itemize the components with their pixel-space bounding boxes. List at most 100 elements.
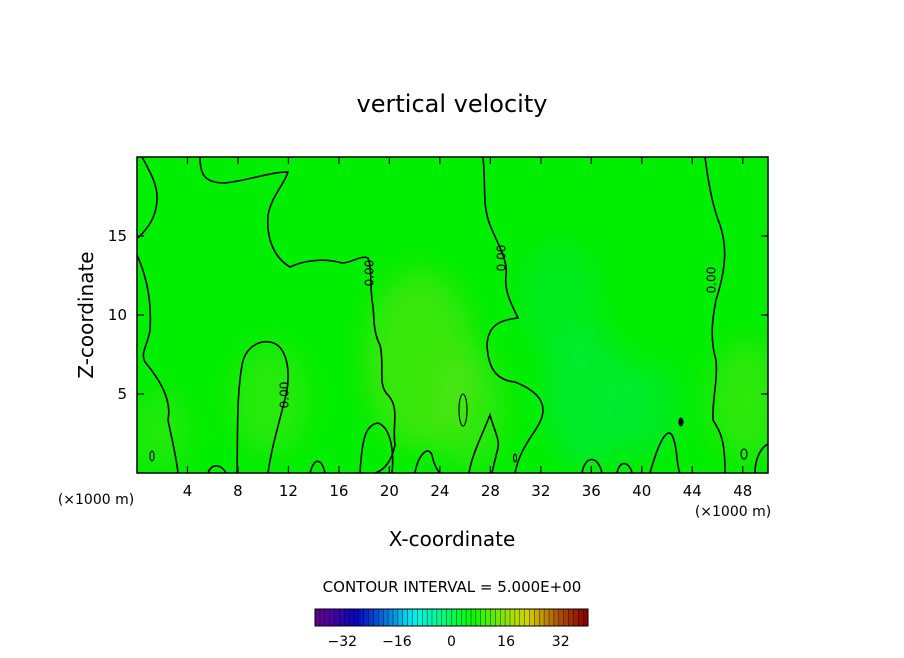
- contour-line: [482, 157, 544, 473]
- colorbar-cell: [490, 609, 496, 626]
- contour-line: [359, 422, 394, 473]
- contour-line: [137, 157, 158, 239]
- colorbar: [314, 608, 589, 627]
- colorbar-cell: [334, 609, 340, 626]
- closed-contour: [740, 448, 748, 460]
- x-tick-label: 44: [683, 482, 702, 500]
- colorbar-cell: [417, 609, 423, 626]
- contour-line: [754, 443, 768, 473]
- x-tick-label: 16: [329, 482, 348, 500]
- colorbar-cell: [324, 609, 331, 626]
- colorbar-cell: [568, 609, 574, 626]
- colorbar-tick-label: 0: [447, 634, 456, 650]
- colorbar-cell: [383, 609, 389, 626]
- colorbar-tick-label: −32: [328, 634, 358, 650]
- colorbar-cell: [368, 609, 374, 626]
- colorbar-cell: [373, 609, 379, 626]
- colorbar-tick-label: 32: [552, 634, 570, 650]
- contour-line: [704, 157, 726, 473]
- contour-label: 0.00: [278, 382, 292, 409]
- contour-line: [207, 465, 227, 473]
- colorbar-cell: [393, 609, 399, 626]
- colorbar-cell: [471, 609, 477, 626]
- colorbar-cell: [407, 609, 413, 626]
- chart-title: vertical velocity: [357, 90, 548, 118]
- colorbar-cell: [329, 609, 335, 626]
- colorbar-cell: [519, 609, 526, 626]
- colorbar-cell: [534, 609, 540, 626]
- contour-line: [137, 254, 179, 473]
- x-tick-label: 8: [233, 482, 243, 500]
- colorbar-cell: [339, 609, 345, 626]
- contour-labels: 0.00 0.00 0.00 0.00: [278, 245, 719, 409]
- colorbar-cell: [544, 609, 550, 626]
- colorbar-cell: [344, 609, 350, 626]
- y-tick-label: 5: [117, 385, 127, 403]
- colorbar-cell: [549, 609, 555, 626]
- colorbar-cell: [412, 609, 418, 626]
- colorbar-cell: [563, 609, 569, 626]
- contour-lines: [137, 157, 768, 473]
- contour-line: [649, 432, 681, 473]
- closed-contour: [678, 417, 684, 427]
- colorbar-cell: [578, 609, 584, 626]
- colorbar-cell: [436, 609, 443, 626]
- colorbar-cell: [378, 609, 384, 626]
- colorbar-cell: [514, 609, 521, 626]
- colorbar-cell: [461, 609, 467, 626]
- x-tick-label: 24: [430, 482, 449, 500]
- contour-interval-label: CONTOUR INTERVAL = 5.000E+00: [323, 578, 582, 596]
- colorbar-cell: [456, 609, 462, 626]
- plot-area: 0.00 0.00 0.00 0.00: [136, 156, 769, 474]
- colorbar-ticks: −32 −16 0 16 32: [328, 634, 570, 650]
- contour-label: 0.00: [495, 245, 509, 272]
- colorbar-cell: [319, 609, 326, 626]
- contour-line: [581, 458, 603, 473]
- x-axis-label: X-coordinate: [389, 527, 516, 551]
- colorbar-cell: [529, 609, 535, 626]
- contour-line: [468, 412, 500, 473]
- colorbar-cell: [358, 609, 365, 626]
- colorbar-cell: [495, 609, 501, 626]
- x-tick-label: 32: [531, 482, 550, 500]
- closed-contour: [149, 450, 155, 462]
- x-tick-label: 48: [733, 482, 752, 500]
- x-left-unit-label: (×1000 m): [58, 492, 134, 508]
- colorbar-cell: [422, 609, 428, 626]
- contour-line: [236, 340, 289, 473]
- colorbar-cell: [583, 609, 589, 626]
- closed-contours: [149, 393, 748, 463]
- colorbar-cell: [573, 609, 579, 626]
- colorbar-cell: [432, 609, 438, 626]
- colorbar-cell: [315, 609, 321, 626]
- contour-label: 0.00: [363, 260, 377, 287]
- colorbar-cell: [500, 609, 506, 626]
- x-right-unit-label: (×1000 m): [695, 504, 771, 520]
- colorbar-cell: [451, 609, 457, 626]
- x-tick-label: 20: [380, 482, 399, 500]
- colorbar-cell: [349, 609, 355, 626]
- colorbar-cell: [553, 609, 560, 626]
- field-shading: [137, 240, 768, 470]
- x-tick-label: 28: [481, 482, 500, 500]
- colorbar-cell: [363, 609, 370, 626]
- colorbar-cell: [475, 609, 482, 626]
- colorbar-tick-label: −16: [382, 634, 412, 650]
- x-tick-label: 36: [582, 482, 601, 500]
- colorbar-cell: [466, 609, 472, 626]
- y-axis-ticks: 5 10 15: [108, 227, 768, 403]
- contour-line: [309, 460, 326, 473]
- colorbar-cell: [427, 609, 433, 626]
- colorbar-cell: [539, 609, 545, 626]
- colorbar-frame: [314, 608, 589, 627]
- colorbar-cell: [505, 609, 511, 626]
- colorbar-tick-label: 16: [497, 634, 515, 650]
- closed-contour: [458, 393, 468, 427]
- colorbar-cell: [354, 609, 360, 626]
- colorbar-cell: [441, 609, 448, 626]
- x-tick-label: 12: [279, 482, 298, 500]
- colorbar-cell: [524, 609, 530, 626]
- colorbar-cell: [388, 609, 394, 626]
- y-tick-label: 10: [108, 306, 127, 324]
